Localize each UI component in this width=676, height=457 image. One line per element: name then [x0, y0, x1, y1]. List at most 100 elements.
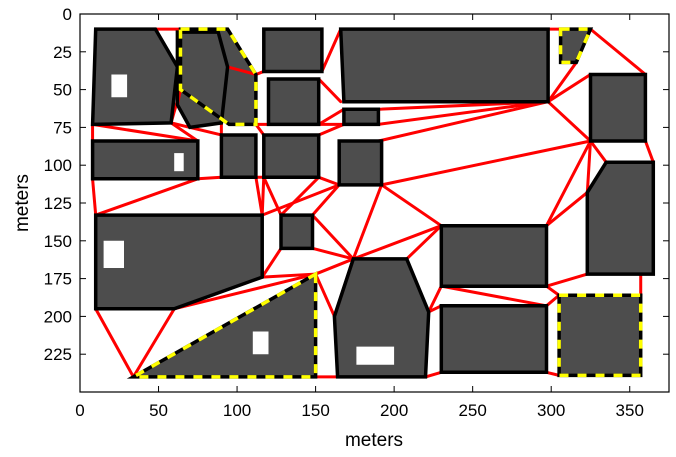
region-boundary-R8 [588, 72, 648, 143]
region-boundary-R12 [262, 133, 321, 180]
graph-edge-25 [376, 100, 550, 143]
building-R10 [92, 141, 198, 179]
x-tick-label-350: 350 [616, 401, 644, 420]
region-boundary-R4 [262, 27, 324, 74]
y-tick-label-200: 200 [44, 307, 72, 326]
graph-edge-21 [546, 60, 578, 104]
graph-edge-46 [544, 272, 589, 288]
x-axis-label: meters [345, 430, 403, 451]
building-R21 [559, 295, 641, 376]
graph-edge-22 [546, 72, 592, 104]
building-R7 [560, 29, 591, 63]
x-tick-label-150: 150 [301, 401, 329, 420]
building-R14 [587, 162, 654, 275]
region-boundary-R17 [439, 223, 549, 288]
region-highlight-R21 [557, 293, 643, 378]
region-boundary-R2 [175, 30, 230, 130]
building-R16 [281, 215, 313, 249]
region-highlight-R3 [178, 27, 258, 127]
graph-edge-57 [405, 224, 443, 261]
y-tick-label-100: 100 [44, 156, 72, 175]
graph-edge-62 [314, 272, 336, 318]
region-boundary-R5 [266, 77, 321, 127]
graph-edge-38 [310, 183, 341, 217]
building-R6 [340, 29, 549, 102]
region-boundary-R15 [93, 213, 264, 311]
graph-edge-32 [94, 177, 200, 217]
region-boundary-R16 [279, 213, 315, 251]
building-R4 [263, 29, 322, 72]
y-tick-label-75: 75 [53, 118, 72, 137]
y-tick-label-225: 225 [44, 345, 72, 364]
x-tick-label-0: 0 [75, 401, 84, 420]
graph-edge-40 [351, 183, 384, 261]
region-boundary-R19 [126, 271, 318, 379]
region-boundary-R9 [342, 107, 381, 127]
region-boundary-R18 [332, 257, 431, 379]
graph-edge-23 [588, 27, 647, 76]
building-R12 [263, 135, 319, 178]
region-boundary-R10 [90, 139, 200, 181]
graph-edge-56 [351, 224, 443, 261]
y-tick-label-175: 175 [44, 270, 72, 289]
courtyard-1 [111, 74, 128, 98]
edges-layer [91, 27, 655, 379]
graph-edge-51 [260, 246, 283, 279]
buildings-layer [92, 29, 654, 377]
y-tick-label-125: 125 [44, 194, 72, 213]
x-tick-label-200: 200 [380, 401, 408, 420]
region-boundary-R20 [439, 304, 549, 375]
graph-edge-41 [588, 139, 608, 164]
graph-edge-53 [310, 213, 355, 261]
graph-edge-58 [427, 284, 443, 314]
region-boundary-R1 [90, 27, 180, 127]
courtyard-4 [356, 346, 395, 365]
graph-edge-39 [380, 183, 443, 228]
courtyard-6 [174, 153, 184, 172]
graph-edge-5 [226, 65, 258, 76]
x-tick-label-50: 50 [149, 401, 168, 420]
graph-edge-36 [279, 175, 321, 217]
building-R5 [268, 79, 319, 125]
graph-edge-55 [314, 257, 355, 276]
graph-edge-14 [320, 27, 343, 73]
x-axis: 0 50 100 150 200 250 300 350 [75, 14, 644, 420]
graph-edge-17 [317, 107, 346, 126]
building-R13 [339, 141, 382, 185]
building-R15 [95, 215, 263, 309]
graph-edge-26 [380, 139, 592, 187]
graph-edge-66 [172, 272, 318, 311]
graph-edge-65 [94, 307, 135, 379]
y-tick-label-25: 25 [53, 43, 72, 62]
x-tick-label-300: 300 [537, 401, 565, 420]
graph-edge-52 [310, 246, 355, 261]
region-boundary-R11 [219, 133, 258, 180]
building-R8 [590, 74, 646, 141]
graph-edge-43 [585, 139, 592, 194]
y-axis-label: meters [12, 174, 33, 232]
graph-edge-34 [260, 175, 266, 217]
x-tick-label-100: 100 [223, 401, 251, 420]
building-R1 [92, 29, 178, 125]
graph-edge-49 [544, 370, 561, 377]
graph-edge-28 [317, 122, 346, 137]
graph-edge-42 [643, 139, 655, 164]
graph-edge-11 [169, 121, 200, 143]
region-boundary-R6 [338, 27, 550, 104]
graph-edge-67 [439, 284, 548, 308]
graph-edge-31 [91, 177, 98, 217]
graph-edge-47 [544, 284, 561, 297]
building-R3 [180, 29, 256, 125]
boundaries-layer [90, 27, 656, 379]
graph-edge-15 [317, 77, 343, 104]
graph-edge-45 [544, 139, 592, 228]
region-highlight-R7 [558, 27, 594, 65]
plot-layer [90, 27, 656, 379]
region-boundary-R13 [337, 139, 384, 187]
building-R20 [441, 305, 547, 373]
y-tick-label-50: 50 [53, 81, 72, 100]
y-tick-label-150: 150 [44, 232, 72, 251]
y-axis: 0 25 50 75 100 125 150 175 200 225 [44, 5, 669, 364]
graph-edge-30 [196, 175, 223, 181]
